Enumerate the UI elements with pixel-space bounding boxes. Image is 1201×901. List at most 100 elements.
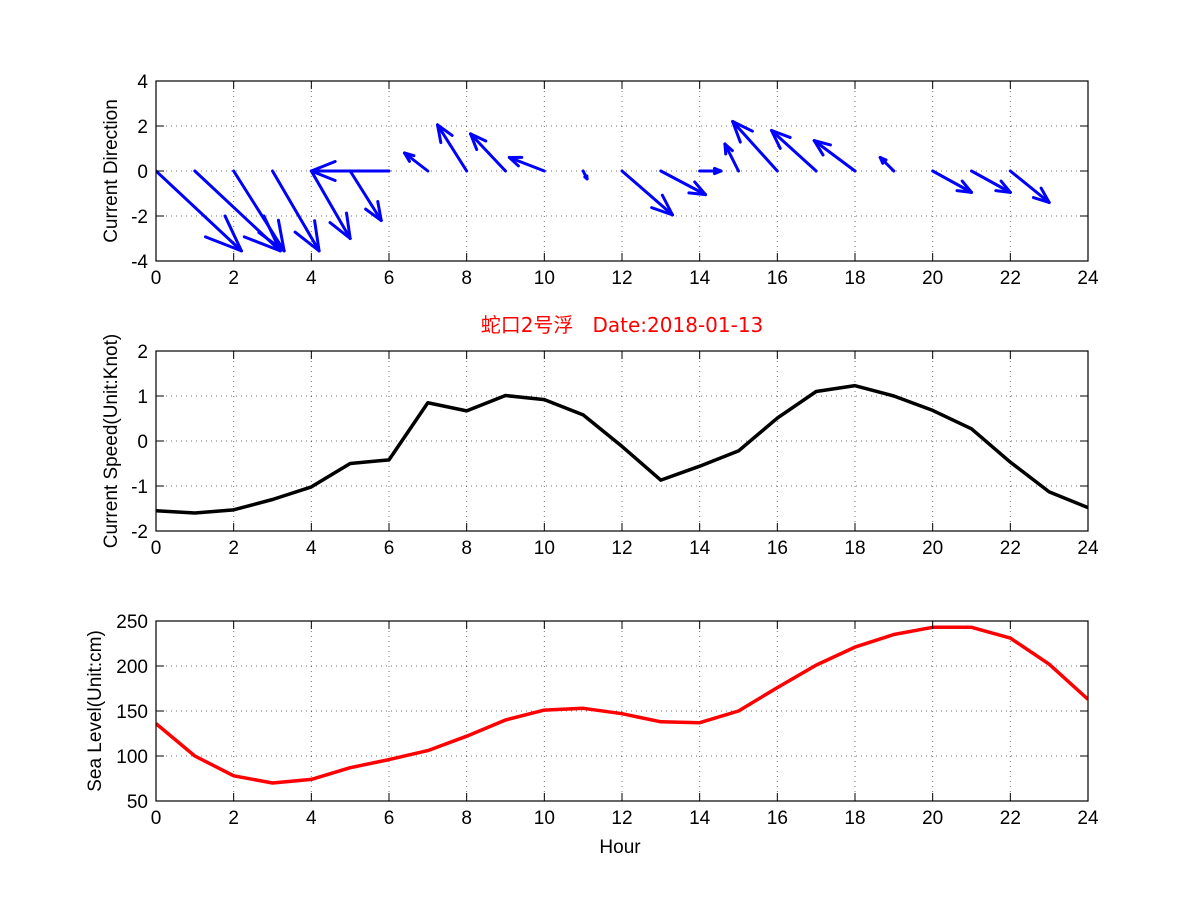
direction-arrow-20 [931,169,973,194]
y-tick-label: 0 [137,432,148,453]
speed-point [271,498,274,501]
sea-level-point [814,663,818,667]
speed-y-ticks: -2 -1 0 1 2 [131,342,1088,543]
sea-level-point [853,645,857,649]
direction-arrow-6 [309,159,391,183]
x-tick-label: 4 [306,268,317,289]
sea-level-point [504,718,507,722]
x-tick-label: 8 [461,538,472,559]
speed-point [581,413,585,417]
speed-point [659,478,663,482]
x-tick-label: 24 [1077,808,1099,829]
x-tick-label: 2 [228,538,239,559]
sea-level-point [1009,636,1012,640]
speed-point [737,449,740,453]
x-tick-label: 10 [534,808,555,829]
x-tick-label: 8 [461,808,472,829]
y-tick-label: 0 [137,162,148,183]
sea-level-point [348,766,352,769]
x-tick-label: 20 [922,808,943,829]
chart-title: 蛇口2号浮 Date:2018-01-13 [481,313,764,337]
direction-arrow-9 [469,132,507,173]
speed-point [310,485,313,489]
y-tick-label: -1 [131,477,148,498]
sea-level-point [310,778,313,781]
direction-arrow-19 [878,156,896,173]
direction-arrow-7 [403,151,430,173]
y-tick-label: -2 [131,522,148,543]
direction-x-ticks: 0 2 4 6 8 10 12 14 16 18 20 22 24 [151,81,1099,289]
x-tick-label: 22 [1000,808,1021,829]
x-tick-label: 18 [844,538,865,559]
x-tick-label: 6 [384,808,395,829]
x-tick-label: 4 [306,808,317,829]
speed-point [814,390,818,393]
sea-level-x-ticks: 0 2 4 6 8 10 12 14 16 18 20 22 24 [151,621,1099,829]
x-tick-label: 12 [611,808,632,829]
x-tick-label: 10 [534,268,555,289]
x-tick-label: 24 [1077,538,1099,559]
y-tick-label: 250 [116,612,148,633]
sea-level-y-ticks: 50 100 150 200 250 [116,612,1088,813]
sea-level-point [1047,663,1051,666]
x-tick-label: 16 [767,808,788,829]
x-tick-label: 20 [922,268,943,289]
x-tick-label: 20 [922,538,943,559]
direction-arrow-18 [812,139,857,173]
speed-point [504,394,507,397]
x-tick-label: 16 [767,538,788,559]
x-tick-label: 0 [151,538,162,559]
direction-arrows [156,120,1051,253]
x-tick-label: 24 [1077,268,1099,289]
direction-arrow-11 [581,169,589,181]
direction-arrow-10 [507,155,546,173]
speed-point [1047,490,1051,494]
direction-arrow-21 [970,169,1012,194]
sea-level-point [737,709,740,713]
speed-point [698,465,701,468]
speed-point [387,458,391,462]
speed-point [465,409,468,413]
speed-point [193,511,197,515]
y-tick-label: 2 [137,117,148,138]
x-axis-label: Hour [599,837,641,858]
x-tick-label: 0 [151,268,162,289]
x-tick-label: 8 [461,268,472,289]
sea-level-point [426,749,430,752]
y-tick-label: 50 [127,792,148,813]
x-tick-label: 10 [534,538,555,559]
y-tick-label: 1 [137,387,148,408]
direction-arrow-2 [232,169,286,253]
direction-y-ticks: -4 -2 0 2 4 [131,72,1088,273]
speed-point [1009,460,1012,464]
speed-point [892,394,896,398]
x-tick-label: 14 [689,538,711,559]
y-tick-label: 4 [137,72,148,93]
sea-level-point [620,712,624,715]
sea-level-point [970,626,973,629]
sea-level-point [581,707,585,710]
x-tick-label: 6 [384,268,395,289]
x-tick-label: 16 [767,268,788,289]
direction-arrow-5 [348,169,383,222]
direction-y-axis-label: Current Direction [101,99,122,243]
sea-level-point [387,758,391,761]
sea-level-point [271,781,274,785]
speed-point [970,427,973,431]
y-tick-label: 150 [116,702,148,723]
y-tick-label: -4 [131,252,148,273]
x-tick-label: 22 [1000,268,1021,289]
speed-point [853,384,857,387]
speed-point [426,401,430,404]
x-tick-label: 6 [384,538,395,559]
direction-arrow-22 [1008,169,1051,204]
x-tick-label: 22 [1000,538,1021,559]
x-tick-label: 12 [611,268,632,289]
y-tick-label: 200 [116,657,148,678]
sea-level-grid [156,621,1088,801]
direction-arrow-17 [770,129,818,173]
